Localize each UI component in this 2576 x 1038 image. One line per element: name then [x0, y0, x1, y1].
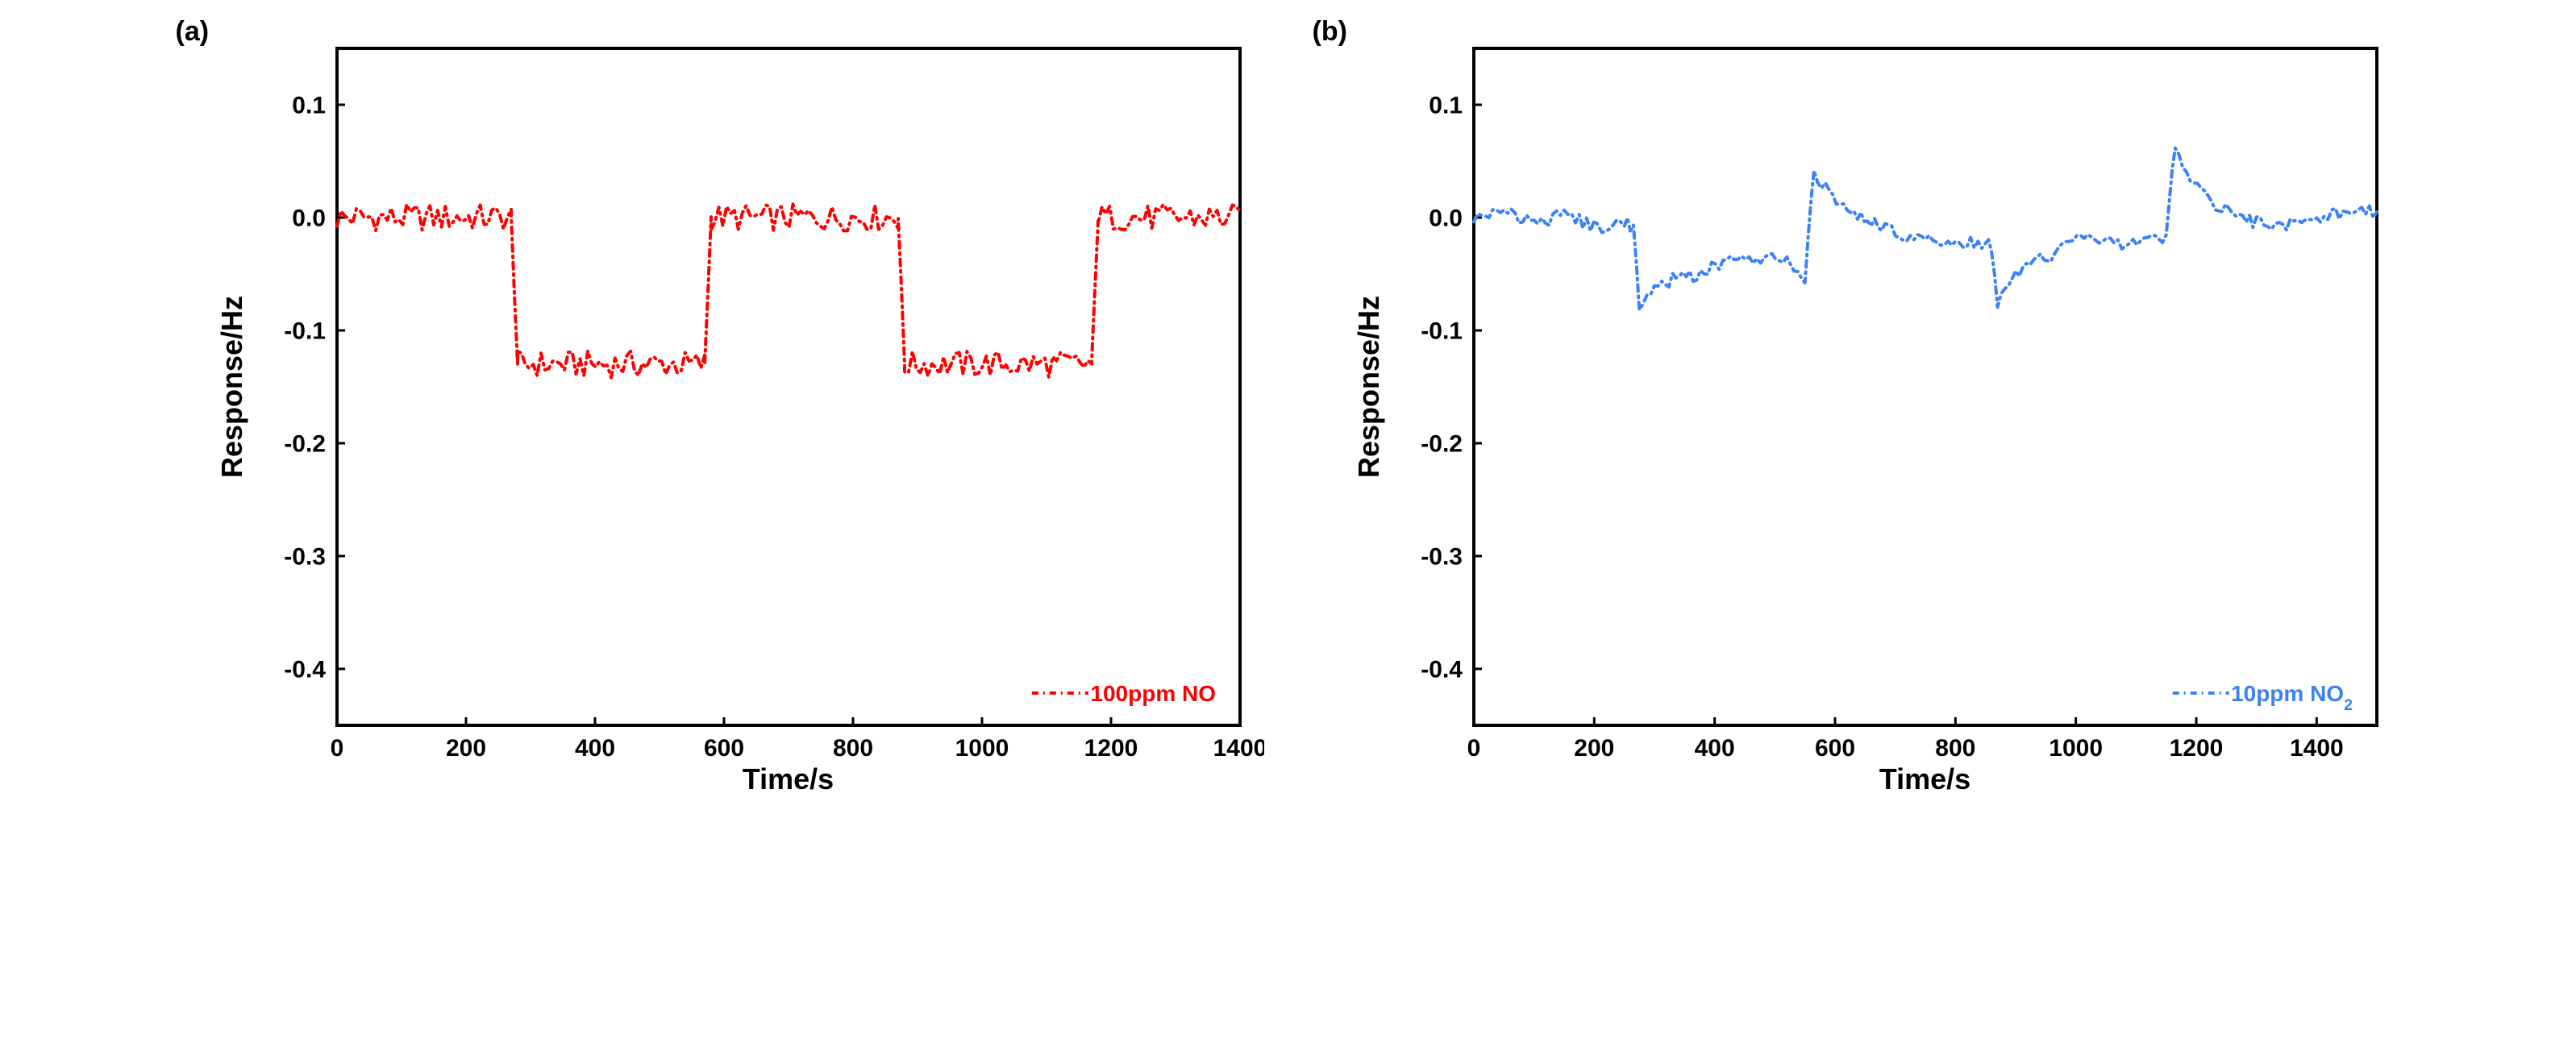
- x-tick-label: 0: [1467, 735, 1480, 762]
- x-tick-label: 200: [1574, 735, 1614, 762]
- chart-wrap: 0 200 400 600 800 1000 1200 1400 -0.4 -0.3 -0.2 -0.…: [1313, 24, 2401, 814]
- x-tick-label: 200: [445, 735, 485, 762]
- legend-label: 100ppm NO: [1090, 681, 1216, 706]
- x-tick-label: 400: [574, 735, 614, 762]
- panel-b: (b)0200400600800100012001400-0.4-0.3-0.2…: [1313, 16, 2401, 814]
- y-tick-label: -0.2: [1421, 431, 1463, 458]
- y-tick-label: -0.1: [284, 318, 326, 345]
- x-tick-label: 400: [1694, 735, 1734, 762]
- y-tick-label: -0.4: [1421, 657, 1463, 683]
- x-tick-label: 1400: [2289, 735, 2343, 762]
- plot-border: [337, 48, 1240, 725]
- y-tick-label: -0.3: [1421, 544, 1463, 571]
- y-tick-label: -0.2: [284, 431, 326, 458]
- y-tick-label: -0.4: [284, 657, 326, 683]
- x-tick-label: 1000: [955, 735, 1009, 762]
- y-tick-label: 0.1: [292, 93, 326, 119]
- y-tick-label: 0.0: [292, 206, 326, 232]
- y-axis-label: Response/Hz: [1352, 296, 1386, 478]
- x-tick-label: 800: [832, 735, 872, 762]
- x-tick-label: 1400: [1213, 735, 1263, 762]
- chart-svg: 0 200 400 600 800 1000 1200 1400 -0.4 -0.3 -0.2 -0.…: [176, 24, 1264, 814]
- x-tick-label: 1200: [1084, 735, 1138, 762]
- x-axis-label: Time/s: [1879, 762, 1970, 796]
- panel-a: (a)0200400600800100012001400-0.4-0.3-0.2…: [176, 16, 1264, 814]
- figure-row: (a)0200400600800100012001400-0.4-0.3-0.2…: [16, 16, 2560, 814]
- x-axis-label: Time/s: [743, 762, 834, 796]
- x-tick-label: 0: [330, 735, 343, 762]
- y-tick-label: -0.1: [1421, 318, 1463, 345]
- y-axis-label: Response/Hz: [215, 296, 249, 478]
- x-tick-label: 600: [703, 735, 743, 762]
- plot-border: [1474, 48, 2377, 725]
- chart-svg: 0 200 400 600 800 1000 1200 1400 -0.4 -0.3 -0.2 -0.…: [1313, 24, 2401, 814]
- x-tick-label: 1200: [2169, 735, 2223, 762]
- x-tick-label: 800: [1935, 735, 1975, 762]
- x-tick-label: 1000: [2049, 735, 2103, 762]
- y-tick-label: -0.3: [284, 544, 326, 571]
- chart-wrap: 0 200 400 600 800 1000 1200 1400 -0.4 -0.3 -0.2 -0.…: [176, 24, 1264, 814]
- y-tick-label: 0.0: [1429, 206, 1463, 232]
- x-tick-label: 600: [1814, 735, 1854, 762]
- y-tick-label: 0.1: [1429, 93, 1463, 119]
